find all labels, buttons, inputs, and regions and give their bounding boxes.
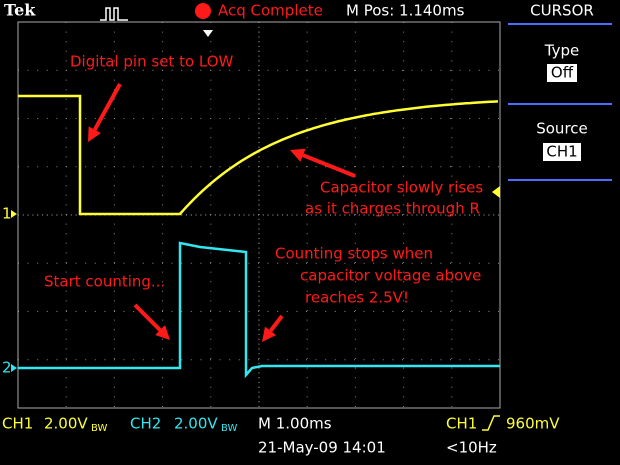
trigger-level-marker bbox=[492, 186, 500, 198]
ch2-waveform bbox=[18, 241, 500, 379]
trigger-source: CH1 bbox=[446, 415, 477, 433]
graticule bbox=[18, 22, 500, 408]
ch2-bw: BW bbox=[221, 423, 238, 434]
annotation: capacitor voltage above bbox=[300, 267, 481, 285]
annotation: Digital pin set to LOW bbox=[70, 53, 234, 71]
trigger-level: 960mV bbox=[506, 415, 560, 433]
ch2-marker-arrow bbox=[11, 364, 17, 372]
arrow-head bbox=[155, 325, 170, 340]
arrow-head bbox=[262, 326, 277, 342]
menu-value[interactable]: Off bbox=[551, 64, 574, 82]
ch1-name: CH1 bbox=[2, 415, 33, 433]
menu-value-box[interactable] bbox=[543, 143, 581, 161]
trigger-position-marker bbox=[203, 30, 213, 37]
frequency: <10Hz bbox=[446, 439, 497, 457]
ch2-name: CH2 bbox=[130, 415, 161, 433]
status-dot bbox=[195, 3, 211, 19]
date: 21-May-09 14:01 bbox=[258, 439, 386, 457]
menu-title: CURSOR bbox=[530, 2, 594, 20]
acq-icon bbox=[100, 7, 128, 21]
ch1-bw: BW bbox=[91, 423, 108, 434]
trigger-slope-icon bbox=[482, 415, 500, 431]
arrow-shaft bbox=[133, 303, 162, 332]
menu-value-box[interactable] bbox=[547, 64, 577, 82]
arrow-shaft bbox=[268, 314, 284, 333]
annotation: as it charges through R bbox=[305, 200, 480, 218]
annotation: Counting stops when bbox=[275, 245, 433, 263]
annotation: Capacitor slowly rises bbox=[320, 179, 483, 197]
brand: Tek bbox=[4, 1, 36, 20]
menu-label: Type bbox=[544, 42, 579, 60]
position: M Pos: 1.140ms bbox=[346, 2, 465, 20]
menu-label: Source bbox=[536, 120, 588, 138]
annotation: reaches 2.5V! bbox=[305, 289, 409, 307]
graticule-border bbox=[17, 21, 501, 409]
timebase: M 1.00ms bbox=[258, 415, 332, 433]
menu-value[interactable]: CH1 bbox=[546, 143, 577, 161]
ch2-marker: 2 bbox=[2, 359, 12, 377]
ch2-scale: 2.00V bbox=[174, 415, 218, 433]
status: Acq Complete bbox=[218, 2, 323, 20]
ch1-scale: 2.00V bbox=[44, 415, 88, 433]
annotation-arrows bbox=[88, 83, 356, 342]
arrow-head bbox=[88, 126, 101, 142]
arrow-head bbox=[290, 148, 306, 162]
ch1-marker: 1 bbox=[2, 205, 12, 223]
arrow-shaft bbox=[302, 153, 356, 178]
ch1-waveform bbox=[18, 94, 499, 216]
ch1-marker-arrow bbox=[11, 210, 17, 218]
annotation: Start counting... bbox=[44, 273, 165, 291]
arrow-shaft bbox=[93, 83, 122, 131]
